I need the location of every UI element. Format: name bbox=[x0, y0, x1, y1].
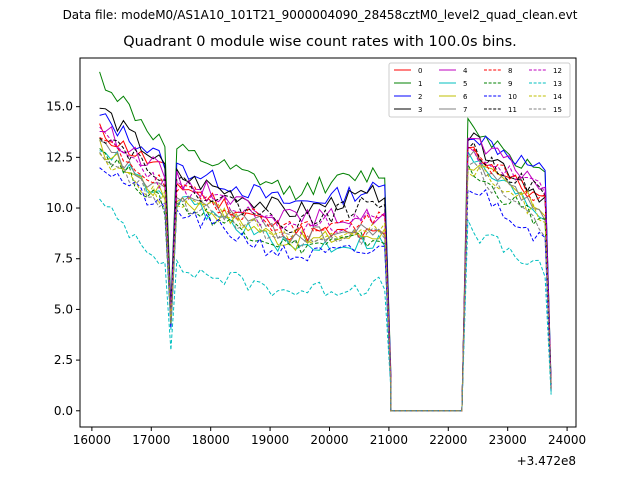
y-tick-label: 15.0 bbox=[46, 100, 73, 114]
series-line-12 bbox=[99, 126, 552, 412]
x-tick-label: 24000 bbox=[548, 433, 586, 447]
y-tick-label: 0.0 bbox=[54, 404, 73, 418]
x-tick-label: 16000 bbox=[73, 433, 111, 447]
chart-title: Quadrant 0 module wise count rates with … bbox=[123, 34, 517, 50]
legend-label-6: 6 bbox=[463, 93, 468, 101]
x-tick-label: 21000 bbox=[370, 433, 408, 447]
legend-label-14: 14 bbox=[553, 93, 562, 101]
y-tick-label: 5.0 bbox=[54, 302, 73, 316]
series-line-6 bbox=[99, 139, 552, 412]
x-tick-label: 18000 bbox=[192, 433, 230, 447]
legend-label-8: 8 bbox=[508, 67, 512, 75]
series-layer bbox=[99, 71, 552, 412]
legend-label-7: 7 bbox=[463, 106, 467, 114]
legend-box bbox=[388, 62, 571, 118]
x-tick-label: 17000 bbox=[132, 433, 170, 447]
x-offset-label: +3.472e8 bbox=[517, 454, 576, 468]
legend-label-11: 11 bbox=[508, 106, 517, 114]
y-tick-label: 10.0 bbox=[46, 201, 73, 215]
tick-layer: 16000 17000 18000 19000 20000 21000 22000 23000… bbox=[46, 100, 586, 447]
y-tick-label: 12.5 bbox=[46, 150, 73, 164]
x-tick-label: 20000 bbox=[310, 433, 348, 447]
legend-label-3: 3 bbox=[418, 106, 422, 114]
legend-label-5: 5 bbox=[463, 80, 467, 88]
y-tick-label: 2.5 bbox=[54, 353, 73, 367]
legend-label-2: 2 bbox=[418, 93, 422, 101]
legend-label-13: 13 bbox=[553, 80, 562, 88]
y-tick-label: 7.5 bbox=[54, 252, 73, 266]
series-line-11 bbox=[99, 137, 552, 412]
legend-label-9: 9 bbox=[508, 80, 512, 88]
x-tick-label: 22000 bbox=[429, 433, 467, 447]
legend-label-0: 0 bbox=[418, 67, 422, 75]
series-line-15 bbox=[99, 152, 552, 412]
x-tick-label: 19000 bbox=[251, 433, 289, 447]
series-line-1 bbox=[99, 71, 552, 412]
x-tick-label: 23000 bbox=[489, 433, 527, 447]
series-line-13 bbox=[99, 198, 552, 412]
axes-frame bbox=[79, 57, 577, 428]
series-line-9 bbox=[99, 148, 552, 412]
legend-label-1: 1 bbox=[418, 80, 422, 88]
series-line-10 bbox=[99, 167, 552, 412]
legend-label-12: 12 bbox=[553, 67, 562, 75]
figure-supertitle: Data file: modeM0/AS1A10_101T21_90000040… bbox=[62, 8, 578, 22]
series-line-5 bbox=[99, 149, 552, 412]
legend-label-10: 10 bbox=[508, 93, 517, 101]
legend-label-4: 4 bbox=[463, 67, 468, 75]
legend-label-15: 15 bbox=[553, 106, 562, 114]
